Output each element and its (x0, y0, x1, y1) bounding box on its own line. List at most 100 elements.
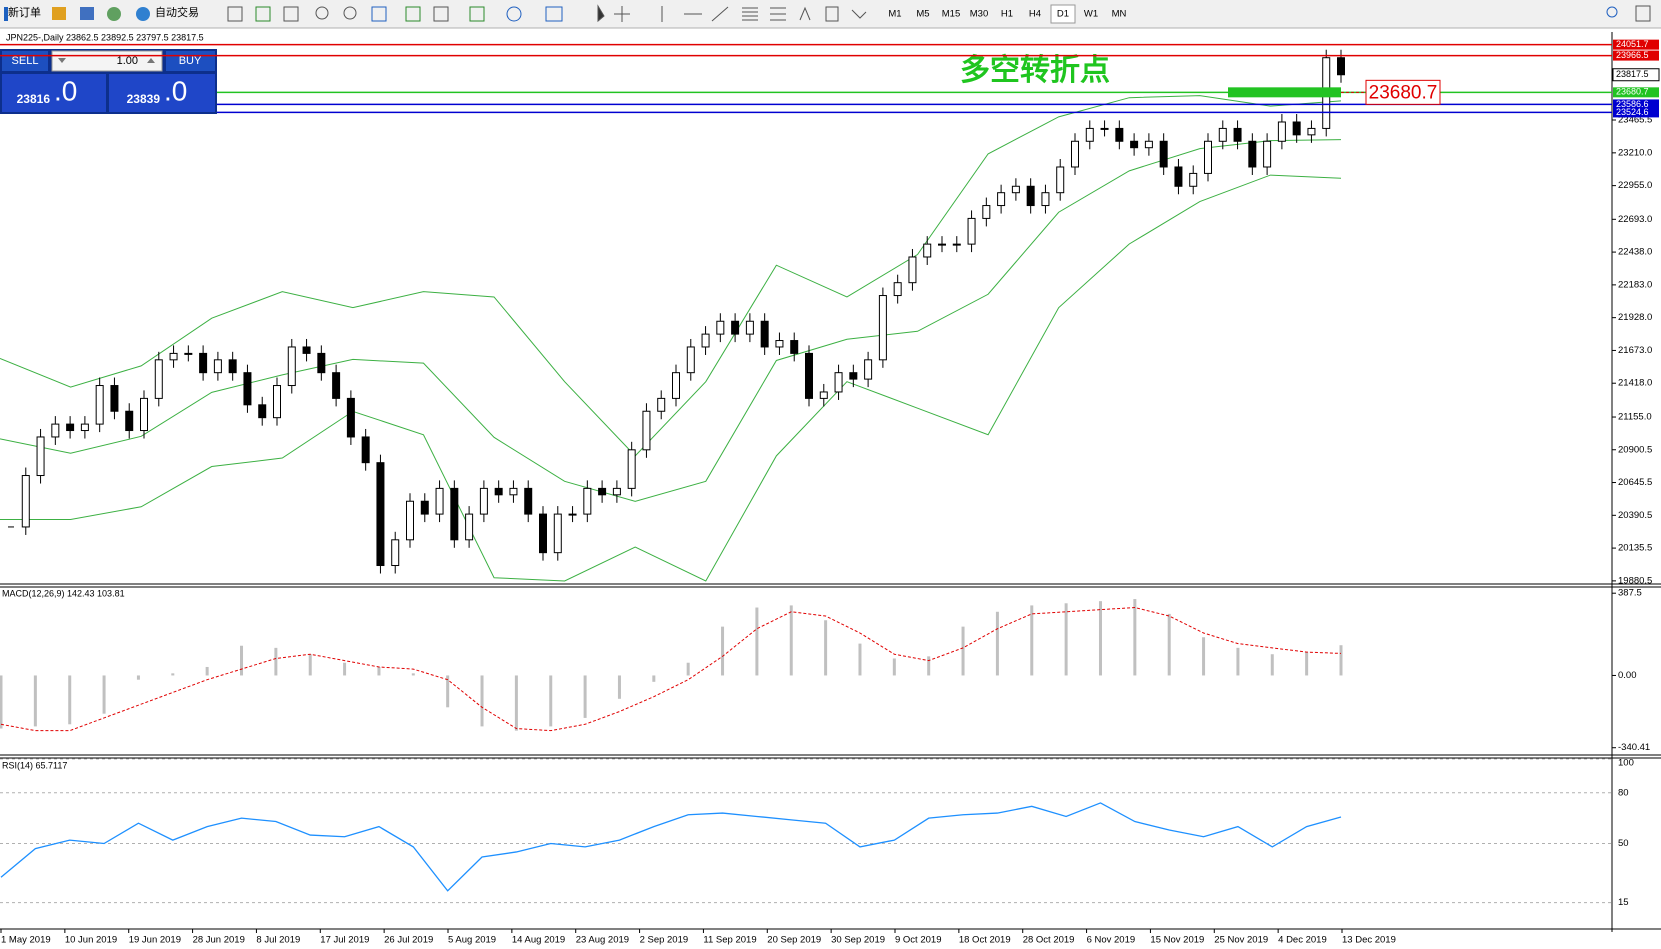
x-tick-label: 23 Aug 2019 (576, 935, 629, 946)
macd-bar (411, 673, 415, 676)
macd-signal (0, 607, 1342, 732)
macd-bar (343, 662, 347, 676)
ask-box[interactable] (109, 74, 215, 112)
macd-bar (274, 647, 278, 676)
icon[interactable] (614, 6, 630, 22)
timeframe-button[interactable]: M1 (888, 9, 901, 20)
icon[interactable] (4, 7, 8, 21)
timeframe-button[interactable]: M5 (916, 9, 929, 20)
timeframe-button[interactable]: M30 (970, 9, 988, 20)
x-tick-label: 30 Sep 2019 (831, 935, 885, 946)
timeframe-button[interactable]: H1 (1001, 9, 1013, 20)
icon[interactable] (227, 6, 243, 22)
icon[interactable] (147, 58, 155, 63)
lot-input[interactable] (51, 50, 163, 72)
candle-body (553, 513, 562, 554)
candle-body (1263, 140, 1272, 168)
candle-body (1100, 127, 1109, 130)
candle-body (893, 282, 902, 297)
candle-body (1204, 140, 1212, 174)
macd-bar (377, 666, 381, 676)
timeframe-button[interactable]: H4 (1029, 9, 1041, 20)
candle-body (1233, 127, 1242, 142)
icon[interactable] (799, 6, 811, 21)
timeframe-bar: M1 M5 M15 M30 H1 H4 D1 W1 MN (888, 4, 1127, 24)
icon[interactable] (469, 6, 485, 22)
candle-body (642, 410, 651, 451)
icon[interactable] (506, 6, 522, 22)
icon[interactable] (255, 6, 271, 22)
y-tick-label: 22183.0 (1618, 279, 1652, 290)
candle-body (1189, 172, 1198, 187)
candle-body (1277, 121, 1286, 142)
candle-body (657, 397, 666, 412)
icon[interactable] (52, 7, 66, 20)
candle-body (1130, 140, 1139, 149)
bid-small: .0 (54, 75, 77, 106)
macd-bar (136, 675, 140, 680)
icon[interactable] (315, 6, 329, 20)
timeframe-button[interactable]: MN (1112, 9, 1127, 20)
icon[interactable] (742, 7, 758, 21)
icon[interactable] (1635, 5, 1651, 22)
timeframe-button[interactable]: D1 (1057, 9, 1069, 20)
candle-body (864, 359, 873, 380)
icon[interactable] (136, 7, 150, 21)
icon[interactable] (80, 7, 94, 20)
level-tag (1613, 39, 1659, 50)
icon[interactable] (1606, 6, 1618, 18)
macd-bar (240, 645, 244, 676)
icon[interactable] (597, 4, 605, 23)
y-tick-label: 20645.5 (1618, 477, 1652, 488)
buy-label[interactable]: BUY (179, 55, 202, 67)
icon[interactable] (283, 6, 299, 22)
candle-body (1218, 127, 1227, 142)
macd-bar (1064, 603, 1068, 676)
candle-body (627, 449, 636, 489)
icon[interactable] (371, 6, 387, 22)
timeframe-button[interactable]: M15 (942, 9, 960, 20)
icon[interactable] (711, 6, 729, 22)
candle-body (140, 397, 148, 432)
macd-bar (1202, 637, 1206, 676)
icon[interactable] (58, 58, 66, 63)
icon[interactable] (343, 6, 357, 20)
macd-bar (1098, 601, 1102, 676)
icon[interactable] (851, 9, 867, 19)
icon[interactable] (825, 6, 839, 22)
y-tick-label: 22693.0 (1618, 214, 1652, 225)
macd-bar (1339, 645, 1343, 676)
candle-body (997, 192, 1006, 207)
y-tick-label: 0.00 (1618, 670, 1637, 681)
bid-box[interactable] (2, 74, 106, 112)
timeframe-button[interactable]: W1 (1084, 9, 1098, 20)
x-tick-label: 2 Sep 2019 (640, 935, 689, 946)
y-tick-label: 100 (1618, 758, 1634, 769)
icon[interactable] (770, 7, 786, 21)
band-upper (0, 95, 1342, 457)
macd-bar (0, 675, 3, 729)
macd-bar (205, 666, 209, 676)
candle-body (494, 487, 503, 496)
y-tick-label: 21928.0 (1618, 312, 1652, 323)
tool-icons (227, 4, 1651, 23)
y-tick-label: 22438.0 (1618, 247, 1652, 258)
x-tick-label: 17 Jul 2019 (320, 935, 369, 946)
y-tick-label: 21155.0 (1618, 412, 1652, 423)
icon[interactable] (107, 7, 121, 21)
macd-bar (892, 658, 896, 676)
x-tick-label: 20 Sep 2019 (767, 935, 821, 946)
candle-body (435, 487, 444, 515)
y-tick-label: 23210.0 (1618, 147, 1652, 158)
macd-bar (1236, 647, 1240, 676)
auto-trading-button[interactable]: 自动交易 (155, 5, 199, 19)
icon[interactable] (545, 6, 563, 22)
lot-value[interactable]: 1.00 (117, 55, 138, 67)
active-timeframe[interactable] (1050, 4, 1076, 24)
candle-body (199, 352, 208, 374)
new-order-button[interactable]: 新订单 (8, 5, 41, 19)
sell-label[interactable]: SELL (12, 55, 39, 67)
macd-bar (995, 611, 999, 676)
icon[interactable] (405, 6, 421, 22)
icon[interactable] (433, 6, 449, 22)
